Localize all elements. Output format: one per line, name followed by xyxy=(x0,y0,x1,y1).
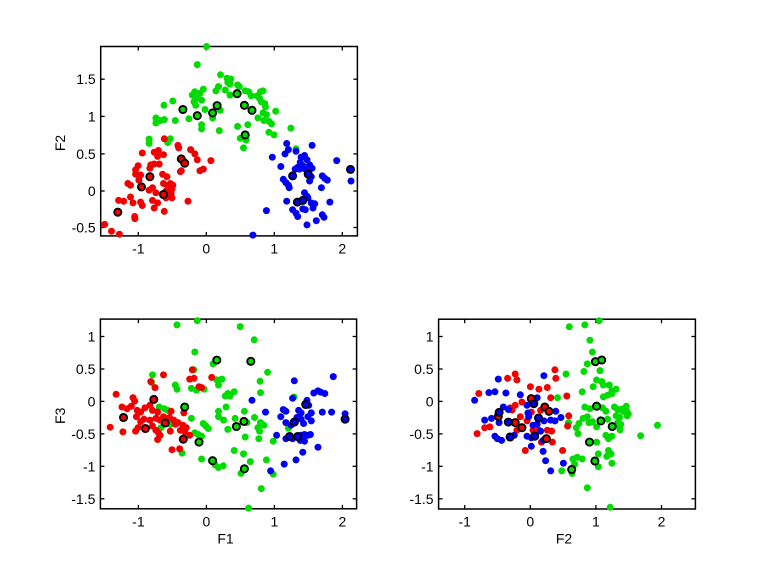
svg-text:1: 1 xyxy=(270,240,278,256)
svg-text:-1: -1 xyxy=(83,458,96,474)
svg-text:0: 0 xyxy=(426,393,434,409)
svg-text:0: 0 xyxy=(526,514,534,530)
svg-text:-1: -1 xyxy=(421,458,434,474)
svg-text:1: 1 xyxy=(592,514,600,530)
svg-text:-0.5: -0.5 xyxy=(409,426,433,442)
svg-text:0.5: 0.5 xyxy=(76,146,96,162)
svg-text:2: 2 xyxy=(658,514,666,530)
svg-text:1.5: 1.5 xyxy=(76,71,96,87)
svg-text:F2: F2 xyxy=(52,135,68,152)
svg-text:-1.5: -1.5 xyxy=(71,491,95,507)
svg-text:-1: -1 xyxy=(132,240,145,256)
svg-text:2: 2 xyxy=(339,513,347,529)
svg-text:-1: -1 xyxy=(458,514,471,530)
svg-text:F2: F2 xyxy=(556,531,573,547)
svg-text:0.5: 0.5 xyxy=(76,361,96,377)
svg-text:F3: F3 xyxy=(52,407,68,424)
svg-text:-0.5: -0.5 xyxy=(71,426,95,442)
svg-text:1: 1 xyxy=(426,329,434,345)
svg-text:F1: F1 xyxy=(217,530,234,546)
svg-text:-1: -1 xyxy=(132,513,145,529)
svg-text:0: 0 xyxy=(88,393,96,409)
svg-text:2: 2 xyxy=(338,240,346,256)
svg-text:1: 1 xyxy=(271,513,279,529)
svg-text:1: 1 xyxy=(88,329,96,345)
svg-text:-1.5: -1.5 xyxy=(409,491,433,507)
svg-text:0: 0 xyxy=(202,240,210,256)
svg-text:0.5: 0.5 xyxy=(414,361,434,377)
svg-text:0: 0 xyxy=(88,183,96,199)
svg-text:-0.5: -0.5 xyxy=(72,220,96,236)
svg-text:0: 0 xyxy=(203,513,211,529)
svg-text:1: 1 xyxy=(88,108,96,124)
